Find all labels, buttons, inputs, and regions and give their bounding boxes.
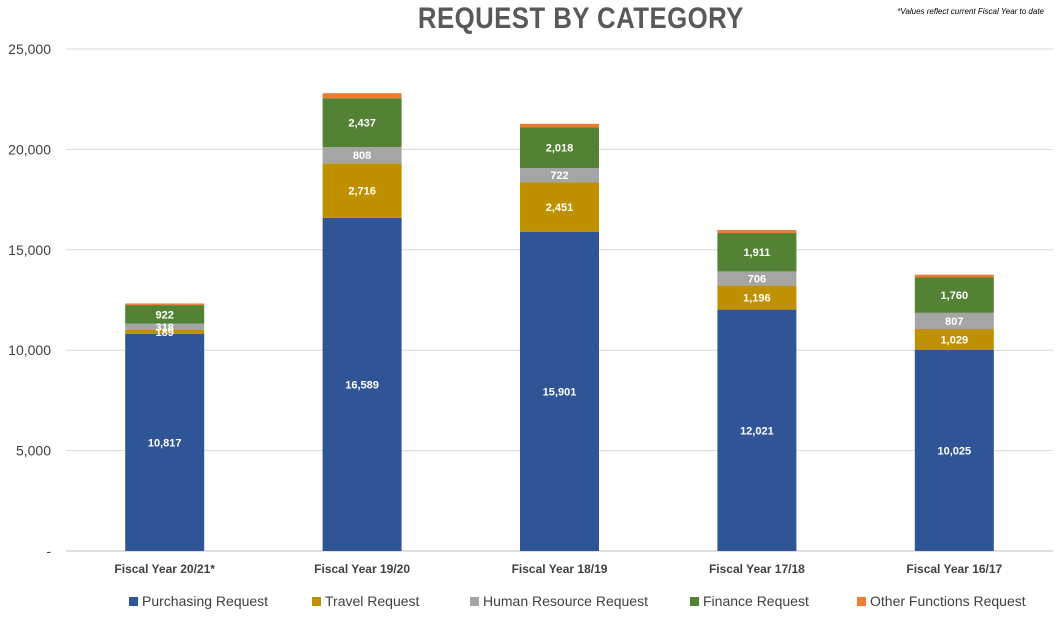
bar-segment-human-resource-request [914, 312, 994, 330]
y-tick-label: - [46, 543, 51, 559]
y-tick-label: 25,000 [8, 41, 51, 57]
data-label: 10,817 [148, 437, 182, 449]
bar-segment-other-functions-request [914, 274, 994, 278]
data-label: 2,437 [348, 118, 376, 130]
legend-label-other-functions: Other Functions Request [870, 593, 1026, 609]
x-tick-label: Fiscal Year 18/19 [512, 562, 608, 576]
y-tick-label: 15,000 [8, 242, 51, 258]
data-label: 922 [156, 309, 174, 321]
bar-segment-human-resource-request [125, 323, 205, 330]
bar-segment-human-resource-request [520, 167, 599, 183]
data-label: 1,911 [743, 247, 770, 259]
bar-segment-finance-request [125, 305, 205, 324]
y-tick-label: 5,000 [16, 443, 51, 459]
bar-segment-other-functions-request [520, 123, 599, 128]
x-tick-label: Fiscal Year 19/20 [314, 562, 410, 576]
bars [125, 93, 994, 551]
chart-plot: - 5,000 10,000 15,000 20,000 25,000 10,817 189… [8, 41, 1053, 576]
data-label: 15,901 [543, 386, 577, 398]
legend-label-finance: Finance Request [703, 593, 809, 609]
y-axis-ticks: - 5,000 10,000 15,000 20,000 25,000 [8, 41, 51, 559]
bar-segment-travel-request [125, 329, 205, 334]
legend-item-purchasing: Purchasing Request [129, 593, 268, 609]
bar-segment-other-functions-request [322, 93, 402, 99]
legend-swatch-purchasing [129, 596, 138, 606]
legend-item-human-resource: Human Resource Request [470, 593, 648, 609]
bar-segment-purchasing-request [914, 349, 994, 551]
bar-segment-purchasing-request [125, 333, 205, 551]
data-label: 1,029 [941, 334, 969, 346]
bar-segment-purchasing-request [717, 309, 797, 551]
data-label: 2,451 [546, 202, 574, 214]
x-tick-label: Fiscal Year 17/18 [709, 562, 805, 576]
legend-swatch-travel [312, 596, 321, 606]
bar-segment-finance-request [914, 277, 994, 313]
bar-segment-finance-request [520, 127, 599, 168]
bar-segment-travel-request [717, 285, 797, 310]
legend-label-travel: Travel Request [325, 593, 420, 609]
bar-segment-finance-request [322, 98, 402, 148]
bar-segment-other-functions-request [717, 230, 797, 234]
legend-item-finance: Finance Request [690, 593, 809, 609]
bar-segment-human-resource-request [322, 147, 402, 164]
bar-segment-travel-request [322, 163, 402, 218]
data-label: 2,018 [546, 143, 574, 155]
bar-segment-travel-request [914, 329, 994, 350]
legend-swatch-other-functions [857, 596, 866, 606]
data-label: 808 [353, 150, 371, 162]
data-label: 706 [748, 274, 766, 286]
data-label: 2,716 [348, 186, 376, 198]
data-label: 10,025 [937, 445, 971, 457]
legend-item-other-functions: Other Functions Request [857, 593, 1026, 609]
data-label: 1,196 [743, 293, 771, 305]
chart-note: *Values reflect current Fiscal Year to d… [897, 7, 1044, 16]
data-label: 807 [945, 316, 963, 328]
data-label: 318 [156, 322, 174, 334]
legend-swatch-finance [690, 596, 699, 606]
data-label: 1,760 [941, 290, 969, 302]
x-tick-label: Fiscal Year 20/21* [114, 562, 215, 576]
legend-item-travel: Travel Request [312, 593, 419, 609]
bar-segment-finance-request [717, 233, 797, 272]
bar-segment-purchasing-request [322, 217, 402, 551]
x-tick-label: Fiscal Year 16/17 [906, 562, 1002, 576]
data-label: 722 [550, 170, 568, 182]
y-tick-label: 20,000 [8, 141, 51, 157]
data-label: 12,021 [740, 425, 774, 437]
legend-label-human-resource: Human Resource Request [483, 593, 648, 609]
legend-label-purchasing: Purchasing Request [142, 593, 269, 609]
bar-segment-travel-request [520, 182, 599, 232]
legend: Purchasing Request Travel Request Human … [0, 593, 1062, 613]
bar-segment-purchasing-request [520, 231, 599, 551]
bar-segment-other-functions-request [125, 303, 205, 306]
legend-swatch-human-resource [470, 596, 479, 606]
data-label: 189 [156, 327, 174, 339]
bar-segment-human-resource-request [717, 271, 797, 286]
data-label: 16,589 [345, 379, 379, 391]
y-tick-label: 10,000 [8, 342, 51, 358]
chart-title: REQUEST BY CATEGORY [417, 2, 744, 35]
x-axis-ticks: Fiscal Year 20/21* Fiscal Year 19/20 Fisca… [114, 562, 1002, 576]
